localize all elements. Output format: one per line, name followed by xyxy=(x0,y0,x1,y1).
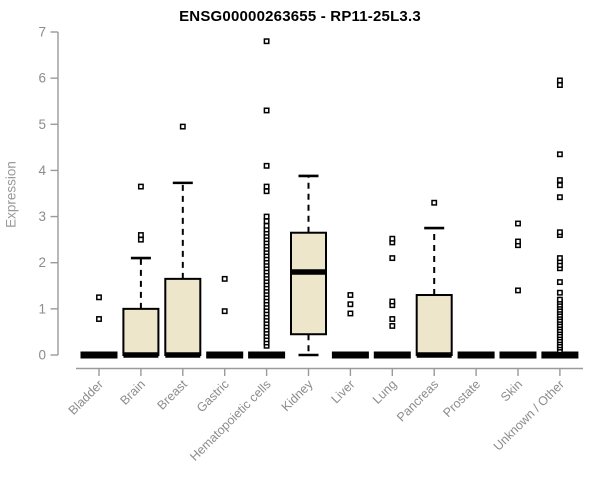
outlier-point xyxy=(96,316,102,322)
collapsed-box xyxy=(457,351,495,359)
y-tick-label: 3 xyxy=(38,209,46,224)
chart-title: ENSG00000263655 - RP11-25L3.3 xyxy=(179,8,421,25)
outlier-point xyxy=(137,236,144,243)
outlier-point xyxy=(389,255,396,262)
outlier-point xyxy=(263,218,270,225)
outlier-point xyxy=(389,316,396,322)
collapsed-box xyxy=(373,351,411,359)
outlier-point xyxy=(179,123,186,130)
x-category-label: Skin xyxy=(498,377,525,404)
outlier-point xyxy=(221,275,228,282)
boxplot-breast xyxy=(164,123,202,358)
outlier-point xyxy=(556,77,563,84)
box xyxy=(164,277,202,356)
outlier-point xyxy=(389,235,396,242)
box xyxy=(122,307,160,357)
boxplot-prostate xyxy=(457,351,495,359)
outlier-point xyxy=(515,220,521,227)
outlier-point xyxy=(221,308,228,315)
outlier-point xyxy=(556,182,563,189)
outlier-point xyxy=(263,188,270,195)
outlier-point xyxy=(263,107,270,114)
outlier-point xyxy=(263,162,270,169)
outlier-point xyxy=(515,287,521,294)
collapsed-box xyxy=(499,351,537,359)
outlier-point xyxy=(347,301,354,308)
outlier-point xyxy=(556,279,563,286)
outlier-point xyxy=(431,199,438,206)
boxplot-brain xyxy=(122,183,160,358)
outlier-point xyxy=(96,294,102,301)
outlier-point xyxy=(263,222,270,229)
outlier-point xyxy=(137,232,144,238)
x-category-label: Kidney xyxy=(279,377,316,414)
y-tick-label: 2 xyxy=(38,255,46,270)
boxplot-skin xyxy=(499,220,537,359)
x-category-label: Bladder xyxy=(66,377,106,417)
outlier-point xyxy=(263,38,270,45)
x-category-label: Hematopoietic cells xyxy=(187,377,274,464)
x-category-label: Unknown / Other xyxy=(491,377,567,453)
collapsed-box xyxy=(541,351,579,359)
x-category-label: Lung xyxy=(370,377,400,407)
outlier-point xyxy=(389,298,396,305)
boxplot-kidney xyxy=(290,174,327,357)
outlier-point xyxy=(556,177,563,184)
outlier-point xyxy=(556,82,563,89)
boxplot-hematopoietic-cells xyxy=(248,38,286,359)
x-category-label: Prostate xyxy=(440,377,483,420)
collapsed-box xyxy=(248,351,286,359)
outlier-point xyxy=(389,322,396,329)
outlier-point xyxy=(347,310,354,317)
x-category-label: Gastric xyxy=(194,377,232,415)
outlier-point xyxy=(137,183,144,190)
box xyxy=(290,231,327,336)
y-tick-label: 7 xyxy=(38,25,46,40)
y-tick-label: 4 xyxy=(38,163,46,178)
outlier-point xyxy=(556,151,563,158)
y-tick-label: 1 xyxy=(38,301,46,316)
y-tick-label: 6 xyxy=(38,71,46,86)
outlier-point xyxy=(263,213,270,220)
boxplot-gastric xyxy=(206,275,244,359)
outlier-point xyxy=(556,296,563,303)
outlier-point xyxy=(556,289,563,296)
x-category-label: Breast xyxy=(154,377,190,413)
boxplot-unknown-other xyxy=(541,77,579,359)
outlier-point xyxy=(263,183,270,190)
outlier-point xyxy=(556,255,563,262)
outlier-point xyxy=(556,229,563,236)
x-category-label: Liver xyxy=(328,377,357,406)
x-category-label: Pancreas xyxy=(394,377,441,424)
outlier-point xyxy=(515,238,521,245)
outlier-point xyxy=(556,194,563,201)
boxplot-lung xyxy=(373,235,411,359)
collapsed-box xyxy=(80,351,118,359)
collapsed-box xyxy=(331,351,369,359)
boxplot-bladder xyxy=(80,294,118,359)
y-tick-label: 0 xyxy=(38,348,46,363)
boxplot-liver xyxy=(331,292,369,359)
boxplot-pancreas xyxy=(415,199,453,358)
outlier-point xyxy=(347,292,354,298)
y-tick-label: 5 xyxy=(38,117,46,132)
x-category-label: Brain xyxy=(117,377,148,408)
collapsed-box xyxy=(206,351,244,359)
box xyxy=(415,294,453,356)
